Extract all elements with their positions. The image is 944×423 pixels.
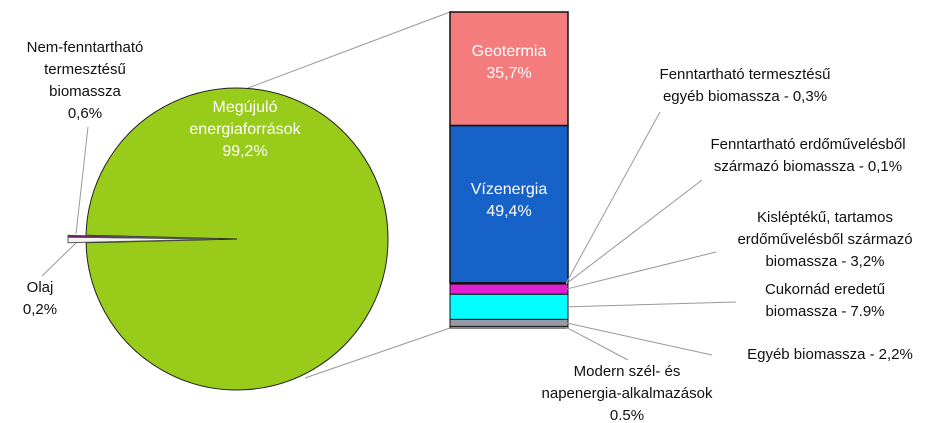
label-line: biomassza - xyxy=(765,303,846,320)
label-line: napenergia-alkalmazások xyxy=(542,385,713,402)
leader-line xyxy=(565,111,661,284)
label: Geotermia 35,7% xyxy=(472,43,547,82)
label-line: Cukornád eredetű xyxy=(765,281,885,298)
bar-segment xyxy=(449,283,569,295)
label-line: egyéb biomassza - xyxy=(663,88,789,105)
leader-line xyxy=(41,242,77,277)
bar-segment xyxy=(449,11,569,127)
label: Megújuló energiaforrások 99,2% xyxy=(189,99,301,160)
label-line: energiaforrások xyxy=(189,121,301,138)
bar-segment xyxy=(449,293,569,320)
value-label: 99,2% xyxy=(222,143,267,160)
label: Cukornád eredetű biomassza -7.9% xyxy=(765,281,885,320)
label: Fenntartható termesztésű egyéb biomassza … xyxy=(660,66,831,105)
leader-line xyxy=(565,301,737,308)
label-line: Geotermia xyxy=(472,43,547,60)
value-label: 0,2% xyxy=(23,301,57,318)
label: Egyéb biomassza -2,2% xyxy=(747,346,913,363)
value-label: 0,3% xyxy=(793,88,827,105)
bar-segment xyxy=(449,318,569,327)
connector-line xyxy=(247,11,451,89)
value-label: 0.5% xyxy=(610,407,644,423)
bar-segment xyxy=(449,124,569,284)
pie-slice xyxy=(67,234,220,240)
leader-line xyxy=(565,322,713,356)
label: Nem-fenntartható termesztésű biomassza 0,6% xyxy=(27,39,144,122)
label: Fenntartható erdőművelésből származó biom… xyxy=(710,136,905,175)
leader-line xyxy=(565,326,629,361)
label-line: Vízenergia xyxy=(471,181,548,198)
label-line: származó biomassza - xyxy=(714,158,864,175)
label-line: Modern szél- és xyxy=(574,363,681,380)
label-line: biomassza xyxy=(49,83,121,100)
value-label: 7.9% xyxy=(850,303,884,320)
value-label: 0,1% xyxy=(868,158,902,175)
bar-segment xyxy=(449,325,569,329)
label-line: Nem-fenntartható xyxy=(27,39,144,56)
label-line: Fenntartható termesztésű xyxy=(660,66,831,83)
label-line: erdőművelésből származó xyxy=(737,231,912,248)
label-line: Egyéb biomassza - xyxy=(747,346,875,363)
value-label: 35,7% xyxy=(486,65,531,82)
value-label: 3,2% xyxy=(850,253,884,270)
label-line: Fenntartható erdőművelésből xyxy=(710,136,905,153)
value-label: 0,6% xyxy=(68,105,102,122)
label: Kisléptékű, tartamos erdőművelésből szárm… xyxy=(737,209,912,270)
label-line: Megújuló xyxy=(213,99,278,116)
label-line: biomassza - xyxy=(765,253,846,270)
pie-slice xyxy=(85,87,389,391)
label-line: Olaj xyxy=(27,279,54,296)
leader-line xyxy=(565,179,703,285)
label-line: termesztésű xyxy=(44,61,126,78)
leader-line xyxy=(75,126,89,235)
value-label: 49,4% xyxy=(486,203,531,220)
label: Olaj 0,2% xyxy=(23,279,57,318)
value-label: 2,2% xyxy=(879,346,913,363)
leader-line xyxy=(565,251,717,290)
label-line: Kisléptékű, tartamos xyxy=(757,209,893,226)
connector-line xyxy=(304,327,451,379)
label: Vízenergia 49,4% xyxy=(471,181,548,220)
label: Modern szél- és napenergia-alkalmazások 0.… xyxy=(542,363,713,423)
